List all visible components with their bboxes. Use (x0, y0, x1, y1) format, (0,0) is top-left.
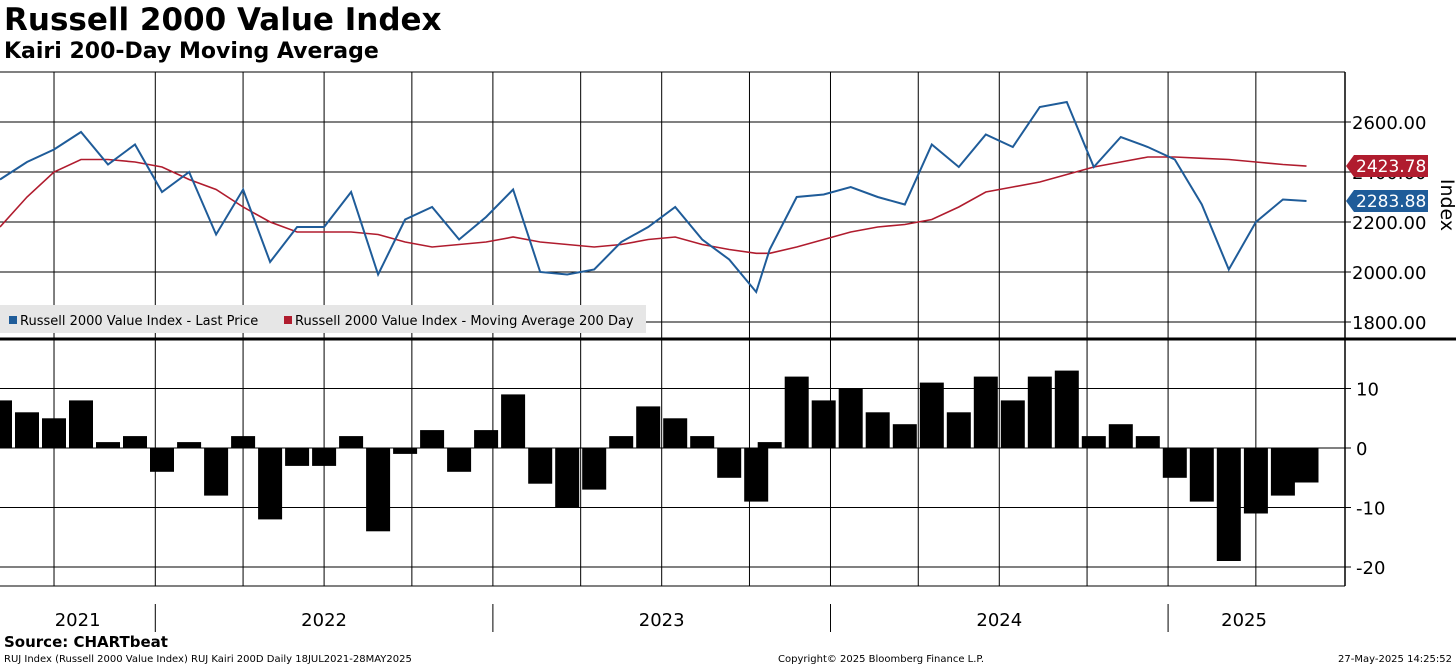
kairi-bar (973, 376, 998, 448)
chart-subtitle: Kairi 200-Day Moving Average (4, 39, 379, 64)
kairi-bar (946, 412, 971, 448)
kairi-bar (784, 376, 809, 448)
kairi-bar (15, 412, 39, 448)
kairi-bar (339, 436, 364, 448)
year-label: 2021 (55, 610, 101, 631)
lower-tick-label: 10 (1356, 380, 1379, 401)
kairi-bar (717, 448, 742, 478)
chart-title: Russell 2000 Value Index (4, 2, 442, 38)
upper-tick-label: 2000.00 (1352, 263, 1426, 284)
legend-price-swatch (9, 316, 17, 324)
kairi-bar (1081, 436, 1106, 448)
kairi-bar (312, 448, 337, 466)
kairi-bars (0, 370, 1319, 561)
upper-gridlines (0, 121, 1345, 323)
ticker-info: RUJ Index (Russell 2000 Value Index) RUJ… (4, 654, 412, 665)
legend-ma-swatch (284, 316, 292, 324)
kairi-bar (1054, 370, 1079, 448)
moving-average-badge: 2423.78 (1346, 155, 1428, 178)
price-badge: 2283.88 (1346, 190, 1428, 213)
kairi-bar (231, 436, 256, 448)
kairi-bar (1000, 400, 1025, 448)
kairi-bar (636, 406, 661, 448)
kairi-bar (555, 448, 580, 508)
kairi-bar (69, 400, 93, 448)
timestamp: 27-May-2025 14:25:52 (1338, 654, 1452, 665)
kairi-bar (0, 400, 12, 448)
legend-ma-label: Russell 2000 Value Index - Moving Averag… (295, 314, 634, 329)
kairi-bar (892, 424, 917, 448)
kairi-bar (96, 442, 120, 448)
kairi-bar (204, 448, 229, 496)
legend-background (0, 305, 646, 333)
price-line (0, 100, 1307, 295)
year-axis-labels: 2021 2022 2023 2024 2025 (55, 604, 1267, 632)
kairi-bar (366, 448, 391, 532)
lower-tick-label: 0 (1356, 439, 1367, 460)
moving-average-badge-value: 2423.78 (1356, 157, 1426, 177)
kairi-bar (1270, 448, 1295, 496)
kairi-bar (609, 436, 634, 448)
year-label: 2024 (976, 610, 1022, 631)
kairi-bar (690, 436, 715, 448)
kairi-bar (744, 448, 769, 502)
year-label: 2025 (1221, 610, 1267, 631)
kairi-bar (1294, 448, 1319, 483)
kairi-bar (757, 442, 782, 448)
upper-tick-label: 2200.00 (1352, 213, 1426, 234)
kairi-bar (919, 382, 944, 448)
upper-tick-label: 2600.00 (1352, 113, 1426, 134)
kairi-bar (1243, 448, 1268, 514)
lower-tick-label: -20 (1356, 558, 1385, 579)
kairi-bar (393, 448, 418, 454)
kairi-bar (150, 448, 174, 472)
kairi-bar (258, 448, 283, 520)
kairi-bar (1162, 448, 1187, 478)
price-badge-value: 2283.88 (1356, 192, 1426, 212)
kairi-bar (1216, 448, 1241, 561)
kairi-bar (123, 436, 147, 448)
kairi-bar (1108, 424, 1133, 448)
upper-tick-label: 1800.00 (1352, 313, 1426, 334)
kairi-bar (811, 400, 836, 448)
kairi-bar (1027, 376, 1052, 448)
copyright: Copyright© 2025 Bloomberg Finance L.P. (778, 654, 985, 665)
lower-axis-ticks: -20 -10 0 10 (1345, 380, 1385, 579)
legend-price-label: Russell 2000 Value Index - Last Price (20, 314, 258, 329)
year-label: 2022 (301, 610, 347, 631)
kairi-bar (838, 388, 863, 448)
kairi-bar (420, 430, 445, 448)
kairi-bar (663, 418, 688, 449)
source-note: Source: CHARTbeat (4, 633, 168, 651)
moving-average-line (0, 156, 1307, 255)
kairi-bar (42, 418, 66, 449)
kairi-bar (474, 430, 499, 448)
kairi-bar (1135, 436, 1160, 448)
kairi-bar (285, 448, 310, 466)
kairi-bar (177, 442, 202, 448)
kairi-bar (501, 394, 526, 448)
legend: Russell 2000 Value Index - Last Price Ru… (0, 305, 646, 333)
y-axis-label: Index (1436, 179, 1456, 231)
kairi-bar (1189, 448, 1214, 502)
lower-tick-label: -10 (1356, 499, 1385, 520)
kairi-bar (528, 448, 553, 484)
kairi-bar (447, 448, 472, 472)
kairi-bar (865, 412, 890, 448)
lower-gridlines (0, 388, 1345, 568)
kairi-bar (582, 448, 607, 490)
year-label: 2023 (639, 610, 685, 631)
